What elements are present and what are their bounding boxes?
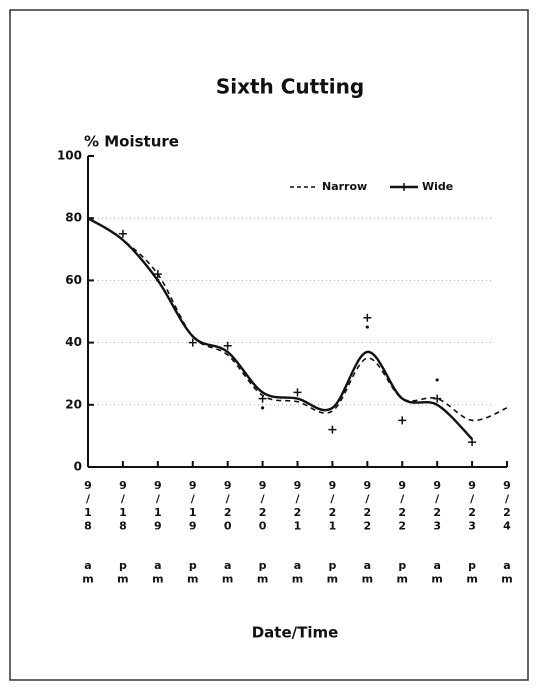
chart-title: Sixth Cutting bbox=[216, 75, 364, 99]
plus-marker bbox=[118, 229, 127, 238]
dot-marker bbox=[435, 378, 439, 382]
dot-marker bbox=[365, 325, 369, 329]
plus-marker bbox=[398, 416, 407, 425]
plus-marker bbox=[153, 270, 162, 279]
y-tick-label: 80 bbox=[65, 211, 82, 225]
plus-marker bbox=[188, 338, 197, 347]
dot-marker bbox=[260, 406, 265, 410]
legend-label: Narrow bbox=[322, 180, 367, 193]
legend-label: Wide bbox=[422, 180, 453, 193]
plus-marker bbox=[433, 394, 442, 403]
plus-marker bbox=[223, 341, 232, 350]
x-axis-label: Date/Time bbox=[252, 624, 339, 642]
plus-marker bbox=[258, 394, 267, 403]
y-axis-label: % Moisture bbox=[84, 133, 179, 151]
page-border bbox=[9, 9, 529, 681]
plus-marker bbox=[293, 388, 302, 397]
y-tick-label: 20 bbox=[65, 397, 82, 411]
line-series bbox=[87, 217, 473, 440]
y-tick-label: 60 bbox=[65, 273, 82, 287]
y-tick-label: 100 bbox=[57, 149, 82, 163]
plus-marker bbox=[328, 425, 337, 434]
plus-marker bbox=[363, 313, 372, 322]
dot-marker bbox=[156, 278, 160, 282]
plus-marker bbox=[468, 438, 477, 447]
y-tick-label: 40 bbox=[65, 335, 82, 349]
y-tick-label: 0 bbox=[74, 460, 82, 474]
